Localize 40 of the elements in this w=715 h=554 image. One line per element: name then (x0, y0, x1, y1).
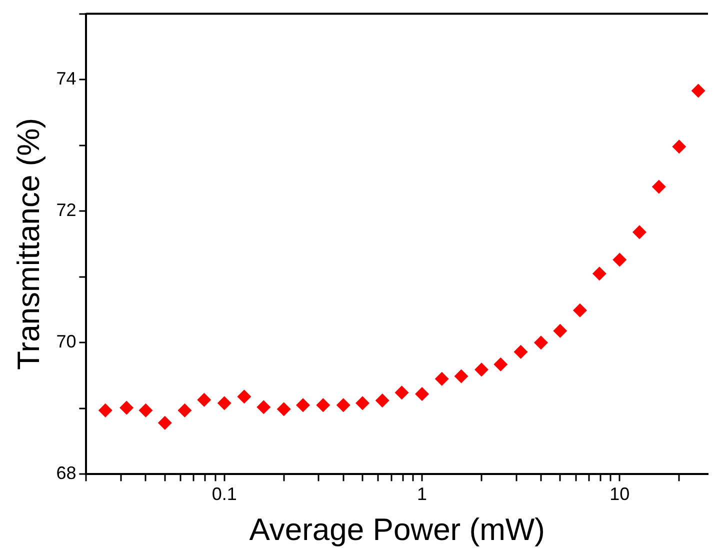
y-tick-label: 72 (56, 200, 76, 220)
point (454, 369, 468, 384)
point (336, 398, 350, 412)
point (178, 403, 192, 418)
x-tick-label: 1 (416, 484, 427, 504)
point (612, 252, 627, 267)
point (276, 402, 291, 416)
x-axis-title: Average Power (mW) (249, 512, 545, 547)
point (356, 396, 370, 410)
y-tick-label: 70 (56, 332, 76, 352)
point (217, 396, 232, 410)
point (120, 400, 134, 415)
point (672, 140, 686, 154)
x-tick-label: 0.1 (212, 484, 237, 504)
y-tick-label: 74 (56, 68, 76, 89)
point (474, 362, 488, 377)
point (256, 400, 271, 414)
point (414, 386, 429, 401)
point (158, 416, 172, 430)
point (514, 344, 528, 359)
point (375, 394, 390, 408)
point (691, 84, 706, 98)
point (632, 225, 646, 240)
point (494, 357, 508, 372)
point (394, 386, 409, 400)
point (534, 336, 548, 350)
point (316, 398, 330, 412)
point (197, 392, 212, 407)
y-axis-title: Transmittance (%) (11, 118, 46, 370)
point (592, 266, 606, 281)
point (98, 403, 112, 418)
point (553, 324, 568, 338)
x-tick-label: 10 (610, 484, 630, 504)
point (138, 403, 153, 418)
point (296, 398, 310, 412)
point (434, 372, 449, 386)
point (652, 180, 666, 194)
point (237, 390, 252, 404)
y-tick-label: 68 (56, 463, 76, 484)
point (572, 303, 587, 318)
